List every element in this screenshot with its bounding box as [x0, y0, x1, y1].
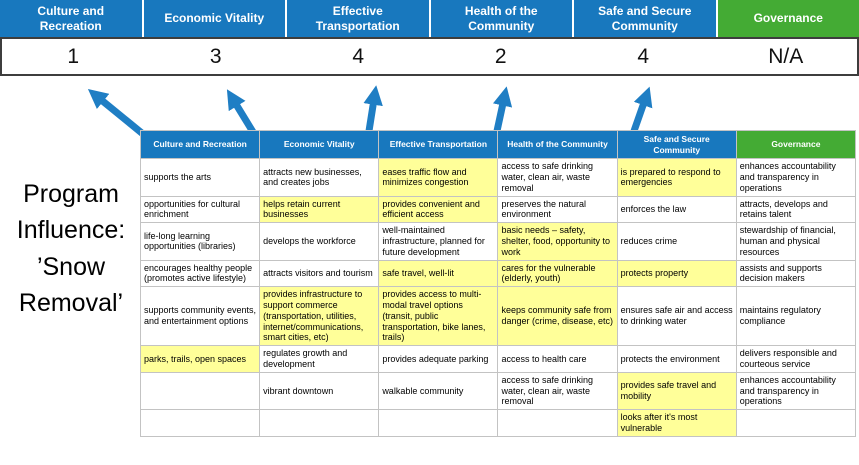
table-row: supports the arts attracts new businesses…	[139, 158, 857, 197]
matrix-cell	[139, 371, 261, 411]
matrix-header-5: Safe and Secure Community	[616, 129, 737, 160]
matrix-header-6: Governance	[735, 129, 857, 160]
matrix-cell: walkable community	[378, 371, 499, 411]
score-row: 1 3 4 2 4 N/A	[0, 37, 859, 76]
matrix-cell: well-maintained infrastructure, planned …	[378, 222, 499, 261]
matrix-cell	[378, 409, 499, 437]
matrix-cell: enforces the law	[616, 195, 737, 224]
matrix-body: supports the arts attracts new businesses…	[139, 158, 857, 437]
table-row: life-long learning opportunities (librar…	[139, 222, 857, 261]
matrix-cell: looks after it's most vulnerable	[616, 409, 737, 437]
up-arrow-icon	[630, 86, 653, 133]
table-row: encourages healthy people (promotes acti…	[139, 259, 857, 288]
matrix-cell: access to safe drinking water, clean air…	[497, 158, 618, 197]
matrix-cell	[497, 409, 618, 437]
matrix-cell: assists and supports decision makers	[735, 259, 857, 288]
scoreboard-header-3: Effective Transportation	[287, 0, 431, 37]
matrix-cell: protects the environment	[616, 345, 737, 373]
program-title: Program Influence: ’Snow Removal’	[16, 180, 126, 317]
matrix-cell: access to safe drinking water, clean air…	[497, 371, 618, 411]
matrix-cell: provides infrastructure to support comme…	[259, 286, 380, 347]
matrix-header-4: Health of the Community	[497, 129, 618, 160]
matrix-cell	[139, 409, 261, 437]
matrix-cell	[259, 409, 380, 437]
matrix-cell: attracts, develops and retains talent	[735, 195, 857, 224]
matrix-cell: helps retain current businesses	[259, 195, 380, 224]
matrix-cell: develops the workforce	[259, 222, 380, 261]
score-value-6: N/A	[768, 44, 804, 68]
matrix-cell: enhances accountability and transparency…	[735, 158, 857, 197]
influence-matrix: Culture and Recreation Economic Vitality E…	[139, 129, 857, 437]
table-row: opportunities for cultural enrichment hel…	[139, 195, 857, 224]
matrix-cell: basic needs – safety, shelter, food, opp…	[497, 222, 618, 261]
matrix-cell: keeps community safe from danger (crime,…	[497, 286, 618, 347]
score-value-4: 2	[494, 44, 507, 68]
matrix-cell: stewardship of financial, human and phys…	[735, 222, 857, 261]
score-value-5: 4	[637, 44, 650, 68]
matrix-cell: parks, trails, open spaces	[139, 345, 261, 373]
matrix-header-1: Culture and Recreation	[139, 129, 261, 160]
matrix-cell: maintains regulatory compliance	[735, 286, 857, 347]
matrix-cell: opportunities for cultural enrichment	[139, 195, 261, 224]
up-arrow-icon	[492, 86, 513, 132]
up-arrow-icon	[226, 89, 256, 134]
matrix-cell: provides convenient and efficient access	[378, 195, 499, 224]
scoreboard-header-4: Health of the Community	[430, 0, 574, 37]
up-arrow-icon	[363, 85, 383, 132]
scoreboard-header-row: Culture and Recreation Economic Vitality E…	[0, 0, 859, 37]
table-row: vibrant downtown walkable community access…	[139, 371, 857, 411]
table-row: parks, trails, open spaces regulates grow…	[139, 345, 857, 373]
matrix-cell: attracts visitors and tourism	[259, 259, 380, 288]
matrix-cell: delivers responsible and courteous servi…	[735, 345, 857, 373]
matrix-cell: ensures safe air and access to drinking …	[616, 286, 737, 347]
matrix-header-2: Economic Vitality	[259, 129, 380, 160]
matrix-header-3: Effective Transportation	[378, 129, 499, 160]
score-value-3: 4	[352, 44, 365, 68]
matrix-cell: safe travel, well-lit	[378, 259, 499, 288]
matrix-cell: eases traffic flow and minimizes congest…	[378, 158, 499, 197]
matrix-cell: supports community events, and entertain…	[139, 286, 261, 347]
matrix-cell: encourages healthy people (promotes acti…	[139, 259, 261, 288]
matrix-cell: attracts new businesses, and creates job…	[259, 158, 380, 197]
scoreboard-header-1: Culture and Recreation	[0, 0, 144, 37]
matrix-cell: supports the arts	[139, 158, 261, 197]
scoreboard-header-5: Safe and Secure Community	[574, 0, 718, 37]
matrix-cell: life-long learning opportunities (librar…	[139, 222, 261, 261]
table-row: supports community events, and entertain…	[139, 286, 857, 347]
matrix-cell: cares for the vulnerable (elderly, youth…	[497, 259, 618, 288]
matrix-cell: reduces crime	[616, 222, 737, 261]
matrix-cell: preserves the natural environment	[497, 195, 618, 224]
matrix-cell: enhances accountability and transparency…	[735, 371, 857, 411]
matrix-cell: is prepared to respond to emergencies	[616, 158, 737, 197]
matrix-cell: regulates growth and development	[259, 345, 380, 373]
up-arrow-icon	[87, 89, 146, 137]
matrix-head-row: Culture and Recreation Economic Vitality E…	[139, 129, 857, 160]
matrix-cell: provides safe travel and mobility	[616, 371, 737, 411]
matrix-cell: provides adequate parking	[378, 345, 499, 373]
matrix-cell: vibrant downtown	[259, 371, 380, 411]
scoreboard-header-6: Governance	[717, 0, 859, 37]
table-row: looks after it's most vulnerable	[139, 409, 857, 437]
score-value-1: 1	[67, 44, 80, 68]
score-value-2: 3	[209, 44, 222, 68]
matrix-cell	[735, 409, 857, 437]
matrix-cell: protects property	[616, 259, 737, 288]
matrix-cell: access to health care	[497, 345, 618, 373]
scoreboard-header-2: Economic Vitality	[143, 0, 287, 37]
matrix-cell: provides access to multi-modal travel op…	[378, 286, 499, 347]
